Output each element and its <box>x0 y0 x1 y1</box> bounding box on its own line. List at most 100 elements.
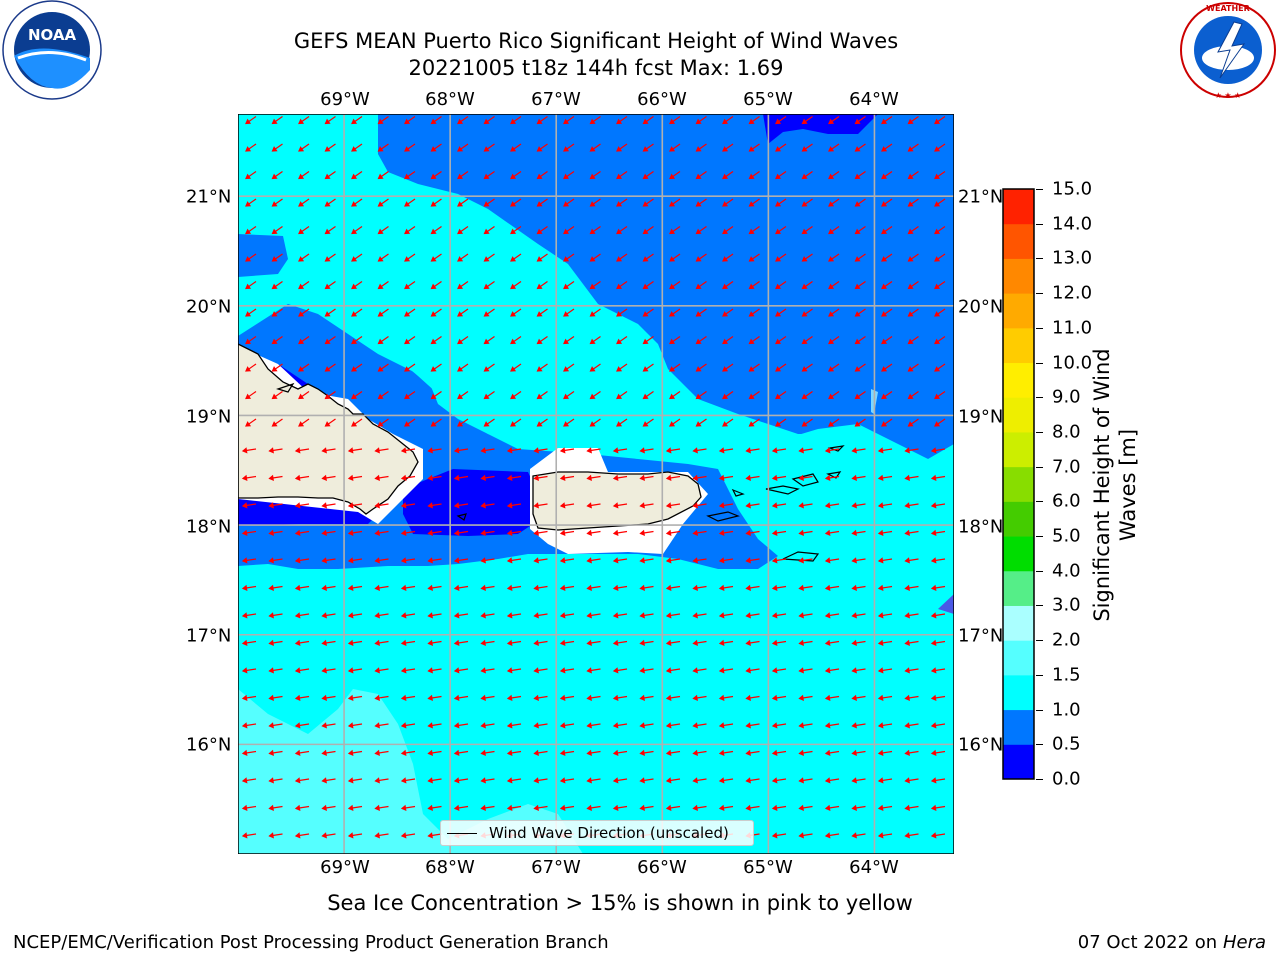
wave-direction-arrow <box>877 447 893 454</box>
wave-direction-arrow <box>692 584 707 591</box>
wave-direction-arrow <box>665 777 681 784</box>
wave-direction-arrow <box>881 116 893 125</box>
wave-direction-arrow <box>324 226 336 235</box>
wave-direction-arrow <box>241 502 257 509</box>
wave-direction-arrow <box>347 639 363 646</box>
wave-direction-arrow <box>930 777 946 784</box>
wave-direction-arrow <box>612 474 628 481</box>
wave-direction-arrow <box>404 171 416 180</box>
wave-direction-arrow <box>669 308 681 317</box>
wave-direction-arrow <box>298 143 310 152</box>
wave-direction-arrow <box>298 391 310 400</box>
wave-direction-arrow <box>828 418 840 427</box>
wave-direction-arrow <box>798 584 813 591</box>
wave-direction-arrow <box>828 226 840 235</box>
wave-direction-arrow <box>245 308 257 317</box>
wave-direction-arrow <box>453 639 469 646</box>
wave-direction-arrow <box>404 253 416 262</box>
wave-direction-arrow <box>669 171 681 180</box>
wave-direction-arrow <box>457 171 469 180</box>
wave-direction-arrow <box>324 143 336 152</box>
wave-direction-arrow <box>877 474 893 481</box>
wave-direction-arrow <box>695 226 707 235</box>
wave-direction-arrow <box>695 253 707 262</box>
wave-direction-arrow <box>616 116 628 125</box>
wave-direction-arrow <box>692 749 707 756</box>
wave-direction-arrow <box>612 694 628 701</box>
wave-direction-arrow <box>483 418 495 427</box>
colorbar-tick-label: 0.0 <box>1052 768 1081 790</box>
noaa-logo: NOAA <box>0 0 104 104</box>
wave-map <box>238 114 954 854</box>
wave-direction-arrow <box>400 474 416 481</box>
wave-direction-arrow <box>483 308 495 317</box>
wave-direction-arrow <box>506 749 522 756</box>
colorbar-tick-label: 12.0 <box>1052 282 1093 304</box>
wave-direction-arrow <box>881 363 893 372</box>
wave-direction-arrow <box>639 722 654 729</box>
wave-direction-arrow <box>798 667 813 674</box>
colorbar-tick-label: 8.0 <box>1052 421 1081 443</box>
colorbar-tick-label: 5.0 <box>1052 525 1081 547</box>
wave-direction-arrow <box>321 832 336 839</box>
wave-direction-arrow <box>271 253 283 262</box>
wave-direction-arrow <box>639 639 654 646</box>
wave-direction-arrow <box>854 143 866 152</box>
colorbar-tick-mark <box>1036 536 1043 538</box>
wave-direction-arrow <box>430 226 442 235</box>
wave-direction-arrow <box>483 198 495 207</box>
wave-direction-arrow <box>536 391 548 400</box>
wave-direction-arrow <box>374 667 389 674</box>
wave-direction-arrow <box>616 226 628 235</box>
colorbar-segment <box>1003 744 1034 780</box>
wave-direction-arrow <box>692 722 707 729</box>
colorbar-tick-mark <box>1036 397 1043 399</box>
wave-direction-arrow <box>324 281 336 290</box>
wave-direction-arrow <box>771 474 787 481</box>
wave-direction-arrow <box>616 391 628 400</box>
wave-direction-arrow <box>536 308 548 317</box>
wave-direction-arrow <box>612 749 628 756</box>
colorbar-tick-mark <box>1036 674 1043 676</box>
wave-direction-arrow <box>563 418 575 427</box>
wave-direction-arrow <box>665 749 681 756</box>
wave-direction-arrow <box>642 336 654 345</box>
wave-direction-arrow <box>771 639 787 646</box>
wave-direction-arrow <box>271 363 283 372</box>
wave-direction-arrow <box>904 639 919 646</box>
wave-direction-arrow <box>824 722 840 729</box>
lat-label-left: 16°N <box>186 734 232 756</box>
wave-direction-arrow <box>506 584 522 591</box>
wave-direction-arrow <box>798 529 813 536</box>
wave-direction-arrow <box>427 667 442 674</box>
wave-direction-arrow <box>294 584 310 591</box>
wave-direction-arrow <box>907 363 919 372</box>
lon-label-top: 64°W <box>849 89 899 110</box>
wave-direction-arrow <box>692 667 707 674</box>
wave-direction-arrow <box>771 804 787 811</box>
wave-direction-arrow <box>506 557 522 564</box>
wave-direction-arrow <box>559 749 575 756</box>
wave-direction-arrow <box>533 694 548 701</box>
wave-direction-arrow <box>877 749 893 756</box>
wave-direction-arrow <box>374 612 389 619</box>
wave-direction-arrow <box>639 667 654 674</box>
wave-direction-arrow <box>745 557 760 564</box>
wave-direction-arrow <box>665 667 681 674</box>
wave-direction-arrow <box>877 639 893 646</box>
wave-direction-arrow <box>904 584 919 591</box>
wave-direction-arrow <box>695 198 707 207</box>
wave-direction-arrow <box>612 777 628 784</box>
wave-direction-arrow <box>904 529 919 536</box>
wave-direction-arrow <box>775 281 787 290</box>
wave-direction-arrow <box>430 171 442 180</box>
wave-direction-arrow <box>904 777 919 784</box>
wave-direction-arrow <box>559 804 575 811</box>
wave-direction-arrow <box>665 804 681 811</box>
colorbar-tick-mark <box>1036 779 1043 780</box>
wave-direction-arrow <box>718 584 734 591</box>
wave-direction-arrow <box>241 612 257 619</box>
wave-direction-arrow <box>400 832 416 839</box>
wave-direction-arrow <box>669 281 681 290</box>
wave-direction-arrow <box>669 336 681 345</box>
